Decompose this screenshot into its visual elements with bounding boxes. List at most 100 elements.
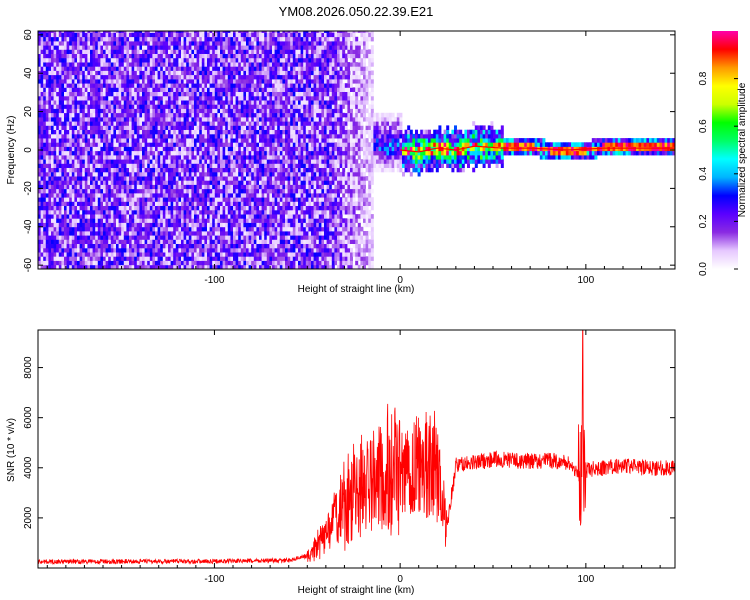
heatmap-cell bbox=[230, 62, 234, 67]
heatmap-cell bbox=[121, 53, 125, 59]
heatmap-cell bbox=[233, 74, 236, 80]
heatmap-cell bbox=[84, 167, 88, 173]
heatmap-cell bbox=[84, 218, 88, 223]
heatmap-cell bbox=[173, 142, 177, 147]
heatmap-cell bbox=[100, 247, 104, 253]
heatmap-cell bbox=[204, 129, 208, 135]
heatmap-cell bbox=[175, 222, 179, 228]
heatmap-cell bbox=[199, 209, 203, 215]
heatmap-cell bbox=[131, 226, 135, 232]
heatmap-cell bbox=[121, 171, 125, 177]
heatmap-cell bbox=[207, 222, 210, 228]
heatmap-cell bbox=[82, 159, 86, 164]
heatmap-cell bbox=[45, 184, 49, 190]
heatmap-cell bbox=[134, 133, 138, 139]
heatmap-cell bbox=[243, 150, 247, 156]
heatmap-cell bbox=[191, 32, 195, 38]
heatmap-cell bbox=[95, 159, 99, 164]
heatmap-cell bbox=[204, 104, 208, 109]
heatmap-cell bbox=[209, 256, 213, 261]
heatmap-cell bbox=[259, 138, 262, 143]
heatmap-cell bbox=[175, 176, 179, 181]
heatmap-cell bbox=[199, 231, 203, 236]
heatmap-cell bbox=[116, 256, 119, 261]
heatmap-cell bbox=[183, 171, 187, 177]
heatmap-cell bbox=[58, 129, 62, 135]
heatmap-cell bbox=[108, 138, 112, 143]
heatmap-cell bbox=[131, 117, 135, 122]
heatmap-cell bbox=[235, 133, 239, 139]
heatmap-cell bbox=[175, 70, 179, 76]
heatmap-cell bbox=[157, 218, 161, 223]
heatmap-cell bbox=[168, 142, 171, 147]
heatmap-cell bbox=[168, 146, 171, 152]
heatmap-cell bbox=[157, 41, 161, 46]
heatmap-cell bbox=[136, 41, 140, 46]
heatmap-cell bbox=[105, 70, 109, 76]
heatmap-cell bbox=[178, 205, 182, 211]
heatmap-cell bbox=[178, 49, 182, 54]
heatmap-cell bbox=[142, 45, 145, 50]
heatmap-cell bbox=[196, 222, 200, 228]
heatmap-cell bbox=[160, 57, 164, 63]
heatmap-cell bbox=[199, 222, 203, 228]
heatmap-cell bbox=[253, 91, 257, 97]
heatmap-cell bbox=[191, 142, 195, 147]
heatmap-cell bbox=[225, 176, 229, 181]
heatmap-cell bbox=[123, 79, 127, 84]
heatmap-cell bbox=[74, 41, 78, 46]
heatmap-cell bbox=[116, 49, 119, 54]
heatmap-cell bbox=[53, 226, 57, 232]
heatmap-cell bbox=[103, 222, 106, 228]
heatmap-cell bbox=[144, 260, 148, 266]
heatmap-cell bbox=[121, 163, 125, 168]
heatmap-cell bbox=[149, 41, 153, 46]
heatmap-cell bbox=[84, 260, 88, 266]
heatmap-cell bbox=[40, 91, 44, 97]
heatmap-cell bbox=[131, 146, 135, 152]
heatmap-cell bbox=[100, 91, 104, 97]
heatmap-cell bbox=[95, 264, 99, 269]
heatmap-cell bbox=[235, 264, 239, 269]
heatmap-cell bbox=[116, 214, 119, 219]
heatmap-cell bbox=[61, 193, 65, 198]
heatmap-cell bbox=[79, 243, 83, 249]
heatmap-cell bbox=[110, 171, 114, 177]
heatmap-cell bbox=[217, 239, 221, 244]
heatmap-cell bbox=[97, 138, 101, 143]
heatmap-cell bbox=[53, 159, 57, 164]
heatmap-cell bbox=[95, 171, 99, 177]
heatmap-cell bbox=[264, 180, 268, 185]
heatmap-cell bbox=[113, 87, 117, 92]
heatmap-cell bbox=[253, 150, 257, 156]
heatmap-cell bbox=[155, 104, 158, 109]
heatmap-cell bbox=[71, 31, 75, 33]
heatmap-cell bbox=[103, 142, 106, 147]
heatmap-cell bbox=[71, 57, 75, 63]
heatmap-cell bbox=[95, 150, 99, 156]
heatmap-cell bbox=[251, 142, 255, 147]
heatmap-cell bbox=[186, 125, 190, 130]
heatmap-cell bbox=[92, 45, 96, 50]
heatmap-cell bbox=[48, 252, 52, 257]
heatmap-cell bbox=[248, 155, 252, 160]
heatmap-cell bbox=[243, 171, 247, 177]
heatmap-cell bbox=[246, 222, 249, 228]
heatmap-cell bbox=[100, 256, 104, 261]
heatmap-cell bbox=[51, 252, 54, 257]
heatmap-cell bbox=[56, 66, 60, 71]
heatmap-cell bbox=[168, 252, 171, 257]
heatmap-cell bbox=[61, 117, 65, 122]
heatmap-cell bbox=[256, 180, 260, 185]
heatmap-cell bbox=[204, 214, 208, 219]
heatmap-cell bbox=[61, 163, 65, 168]
heatmap-cell bbox=[123, 125, 127, 130]
heatmap-cell bbox=[191, 133, 195, 139]
heatmap-cell bbox=[95, 205, 99, 211]
heatmap-cell bbox=[87, 252, 91, 257]
heatmap-cell bbox=[129, 226, 132, 232]
heatmap-cell bbox=[84, 243, 88, 249]
heatmap-cell bbox=[45, 32, 49, 38]
heatmap-cell bbox=[230, 112, 234, 118]
heatmap-cell bbox=[230, 214, 234, 219]
